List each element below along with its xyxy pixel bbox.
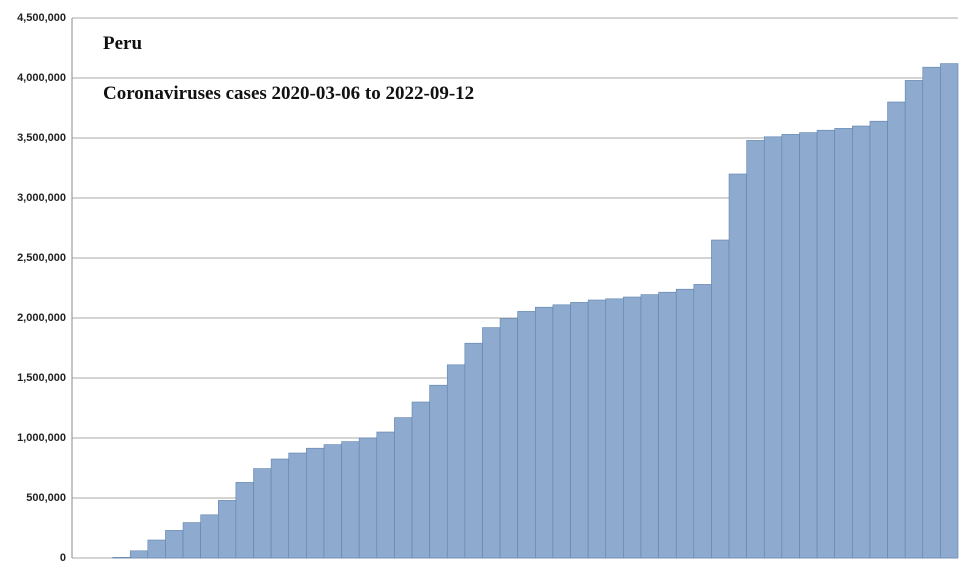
- bar: [517, 311, 536, 559]
- bar: [922, 66, 941, 559]
- bar: [852, 125, 871, 559]
- bar: [711, 239, 730, 559]
- grid: [72, 17, 958, 559]
- y-tick-label: 4,500,000: [17, 12, 66, 24]
- y-tick-label: 2,500,000: [17, 252, 66, 264]
- y-tick-label: 1,000,000: [17, 432, 66, 444]
- bars: [112, 63, 959, 559]
- bar: [129, 550, 149, 559]
- bar: [270, 458, 290, 559]
- bar: [746, 140, 765, 559]
- y-tick-label: 0: [60, 552, 66, 564]
- y-tick-label: 4,000,000: [17, 72, 66, 84]
- bar: [887, 101, 906, 559]
- bar: [499, 318, 518, 559]
- bar: [165, 530, 184, 559]
- bar: [323, 444, 342, 559]
- bar: [605, 298, 624, 559]
- bar: [200, 514, 219, 559]
- bar: [816, 129, 836, 559]
- bar: [904, 80, 924, 559]
- bar: [341, 441, 360, 559]
- bar: [570, 302, 589, 559]
- bar: [693, 284, 712, 559]
- bar: [834, 128, 853, 559]
- bar: [535, 306, 554, 559]
- bar: [253, 468, 272, 559]
- bar: [376, 431, 395, 559]
- bar: [306, 447, 325, 559]
- bar: [640, 294, 659, 559]
- bar: [482, 327, 501, 559]
- bar: [182, 522, 201, 559]
- chart-subtitle: Coronaviruses cases 2020-03-06 to 2022-0…: [103, 83, 474, 104]
- bar: [394, 417, 413, 559]
- bar: [288, 452, 307, 559]
- bar: [728, 173, 747, 559]
- y-tick-label: 500,000: [26, 492, 66, 504]
- y-tick-label: 2,000,000: [17, 312, 66, 324]
- y-tick-label: 3,500,000: [17, 132, 66, 144]
- chart-title: Peru: [103, 33, 142, 54]
- bar: [429, 384, 448, 559]
- bar: [147, 539, 166, 559]
- bar: [235, 482, 254, 559]
- bar: [464, 342, 483, 559]
- bar: [446, 364, 466, 559]
- bar: [623, 296, 642, 559]
- bar: [587, 299, 607, 559]
- y-tick-label: 3,000,000: [17, 192, 66, 204]
- bar: [869, 120, 888, 559]
- bar: [763, 136, 783, 559]
- bar: [358, 437, 378, 559]
- y-tick-label: 1,500,000: [17, 372, 66, 384]
- bar: [217, 500, 237, 559]
- bar: [552, 304, 571, 559]
- bar: [112, 557, 131, 559]
- bar: [675, 288, 695, 559]
- bar: [658, 291, 677, 559]
- bar: [799, 132, 818, 559]
- bar: [940, 63, 959, 559]
- bar: [411, 401, 430, 559]
- bar: [781, 134, 800, 559]
